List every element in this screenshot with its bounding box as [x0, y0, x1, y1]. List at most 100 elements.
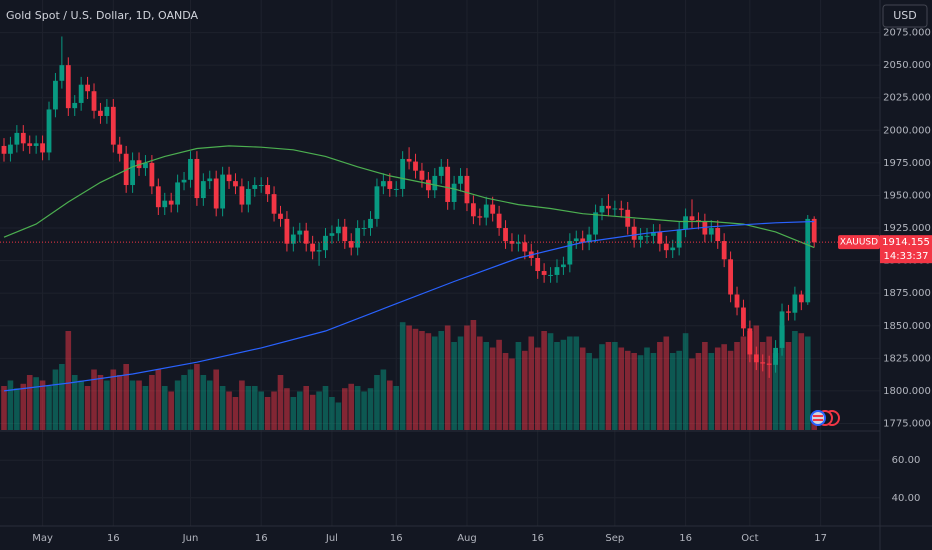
- candle-body: [798, 294, 804, 303]
- y-tick-label: 1950.000: [883, 190, 931, 201]
- volume-bar: [432, 336, 438, 430]
- candle-body: [387, 181, 393, 189]
- candle-body: [85, 84, 90, 92]
- candle-body: [374, 186, 380, 219]
- candle-body: [104, 106, 110, 116]
- candle-body: [316, 250, 322, 252]
- volume-bar: [129, 380, 136, 430]
- volume-bar: [14, 388, 20, 430]
- candle-body: [278, 213, 283, 219]
- candle-body: [380, 181, 386, 187]
- volume-bar: [296, 391, 303, 430]
- volume-bar: [541, 331, 547, 430]
- volume-bar: [258, 391, 264, 430]
- candle-body: [490, 204, 496, 214]
- candle-body: [580, 238, 586, 243]
- volume-bar: [772, 353, 779, 430]
- candle-body: [213, 178, 219, 209]
- volume-bar: [354, 386, 361, 430]
- volume-bar: [612, 342, 618, 430]
- y-tick-label: 1875.000: [883, 288, 931, 299]
- candle-body: [46, 109, 52, 153]
- candle-body: [451, 183, 457, 202]
- volume-bar: [721, 344, 727, 430]
- volume-bar: [522, 350, 528, 430]
- volume-bar: [161, 386, 168, 430]
- currency-button[interactable]: [882, 4, 928, 28]
- candle-body: [27, 143, 33, 146]
- volume-bar: [367, 388, 374, 430]
- x-tick-label: 16: [255, 533, 268, 544]
- volume-bar: [714, 347, 721, 430]
- volume-bar: [534, 347, 541, 430]
- volume-bar: [798, 333, 805, 430]
- currency-label[interactable]: USD: [893, 9, 917, 22]
- candle-body: [554, 267, 560, 275]
- volume-bar: [496, 339, 502, 430]
- candle-body: [143, 162, 148, 169]
- candle-body: [625, 209, 631, 227]
- moving-average: [3, 220, 815, 392]
- candle-body: [786, 311, 791, 313]
- candle-body: [419, 170, 425, 180]
- candle-body: [470, 203, 476, 217]
- event-icon[interactable]: [810, 410, 826, 426]
- candle-body: [20, 132, 26, 144]
- volume-bar: [489, 347, 496, 430]
- volume-bar: [624, 350, 631, 430]
- candle-body: [651, 231, 656, 236]
- volume-bar: [110, 369, 117, 430]
- candle-body: [162, 200, 168, 208]
- x-tick-label: Sep: [605, 533, 624, 544]
- candle-body: [130, 160, 135, 186]
- candle-body: [606, 205, 611, 209]
- volume-bar: [669, 353, 676, 430]
- candle-body: [335, 226, 341, 234]
- candle-body: [638, 235, 643, 240]
- candle-body: [522, 242, 528, 252]
- candle-body: [670, 247, 676, 251]
- y-tick-label: 1850.000: [883, 321, 931, 332]
- candle-body: [245, 188, 251, 205]
- volume-bar: [84, 386, 91, 430]
- candle-body: [702, 221, 708, 235]
- y-tick-label: 2000.000: [883, 125, 931, 136]
- volume-bar: [374, 375, 380, 430]
- candle-body: [98, 110, 103, 116]
- candle-body: [573, 238, 579, 242]
- volume-bar: [387, 380, 393, 430]
- symbol-tag-bg: [838, 235, 880, 250]
- volume-bar: [451, 342, 457, 430]
- candle-body: [200, 181, 206, 199]
- volume-bar: [592, 358, 599, 430]
- candle-body: [663, 243, 669, 251]
- y-tick-label: 2025.000: [883, 93, 931, 104]
- candle-body: [239, 186, 245, 205]
- candle-body: [657, 231, 663, 244]
- volume-bar: [682, 333, 689, 430]
- candle-body: [483, 204, 489, 218]
- volume-bar: [39, 380, 46, 430]
- plot-area: [0, 36, 880, 430]
- volume-bar: [747, 331, 753, 430]
- volume-bar: [226, 391, 232, 430]
- candle-body: [696, 220, 701, 222]
- candle-body: [59, 65, 65, 81]
- volume-bar: [316, 391, 322, 430]
- volume-bar: [251, 386, 258, 430]
- symbol-tag: XAUUSD: [840, 238, 878, 248]
- volume-bar: [155, 369, 162, 430]
- volume-bar: [219, 386, 226, 430]
- volume-bar: [91, 369, 97, 430]
- volume-bar: [341, 388, 348, 430]
- volume-bar: [149, 375, 155, 430]
- volume-bar: [567, 336, 573, 430]
- volume-bar: [232, 397, 239, 430]
- volume-bar: [329, 397, 335, 430]
- candle-body: [72, 102, 78, 109]
- indicator-tick-label: 60.00: [892, 455, 921, 466]
- candle-body: [78, 84, 84, 103]
- candle-body: [265, 185, 271, 195]
- candle-body: [779, 311, 785, 348]
